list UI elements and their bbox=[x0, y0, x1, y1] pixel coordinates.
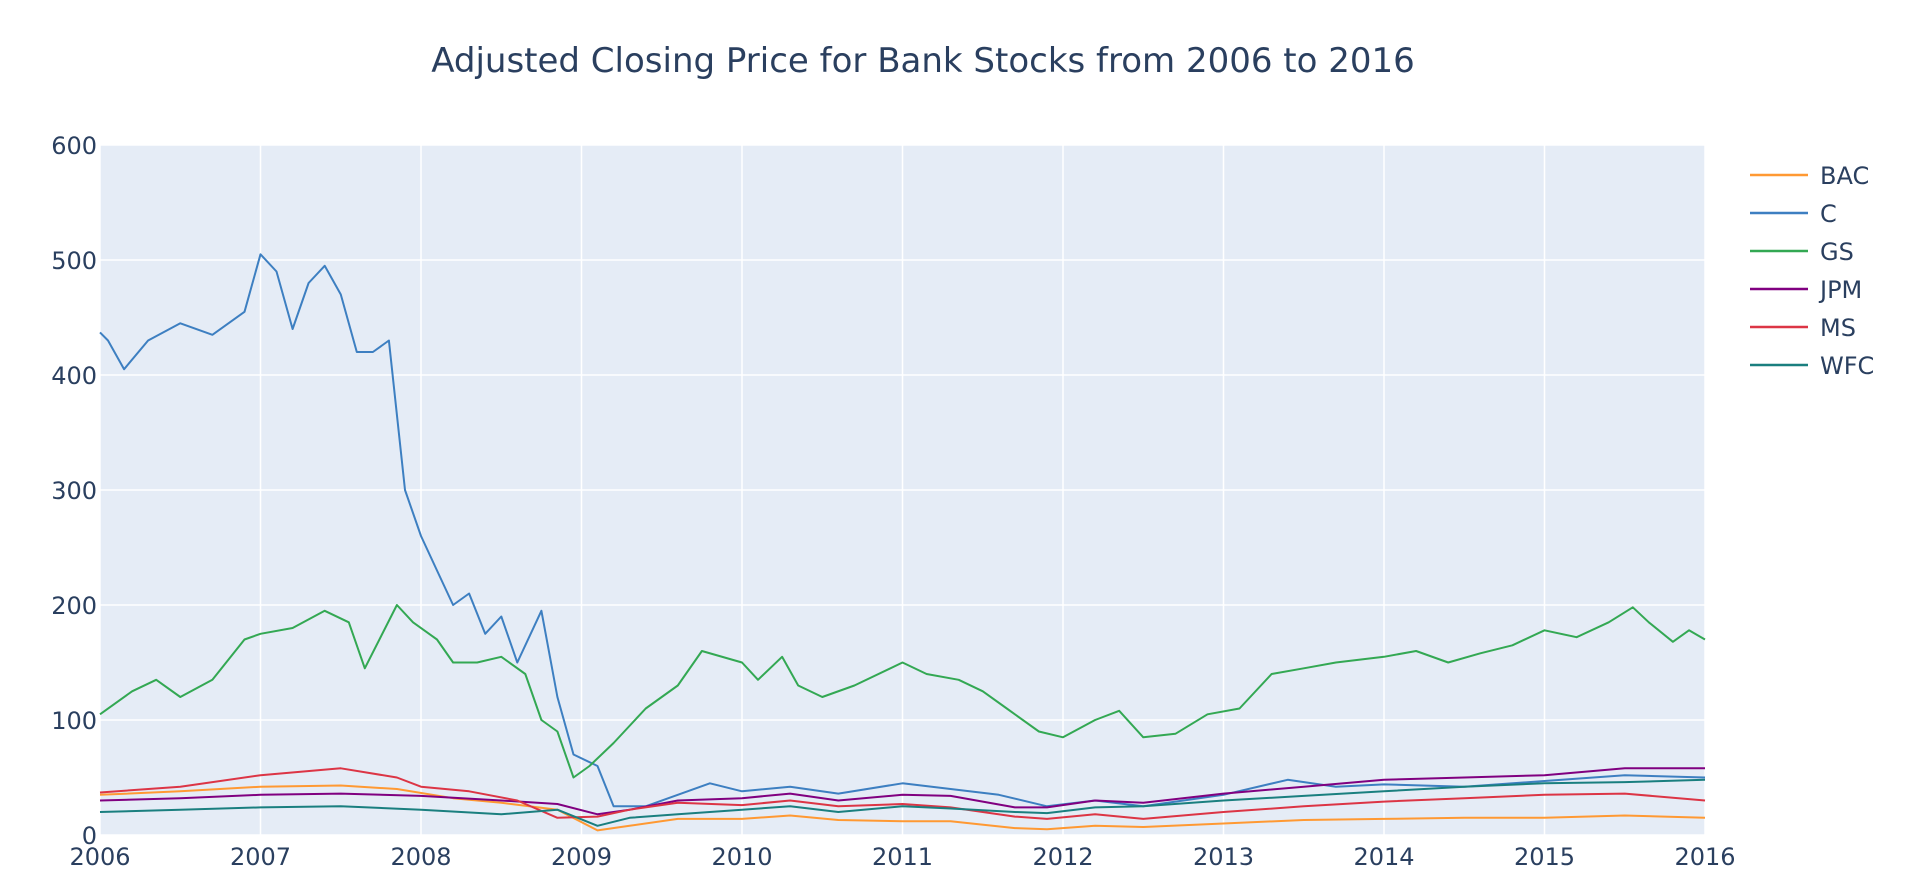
y-tick-label: 600 bbox=[51, 132, 97, 160]
series-line-ms[interactable] bbox=[99, 767, 1706, 820]
legend-item-jpm[interactable]: JPM bbox=[1750, 276, 1862, 304]
chart-title: Adjusted Closing Price for Bank Stocks f… bbox=[431, 41, 1415, 81]
legend-item-ms[interactable]: MS bbox=[1750, 314, 1856, 342]
legend-label: JPM bbox=[1818, 276, 1862, 304]
x-tick-label: 2016 bbox=[1674, 843, 1735, 871]
y-tick-label: 400 bbox=[51, 362, 97, 390]
x-tick-label: 2008 bbox=[390, 843, 451, 871]
y-axis-ticks: 0 100 200 300 400 500 600 bbox=[51, 132, 97, 850]
y-tick-label: 500 bbox=[51, 247, 97, 275]
y-tick-label: 300 bbox=[51, 477, 97, 505]
y-tick-label: 200 bbox=[51, 592, 97, 620]
y-tick-label: 100 bbox=[51, 707, 97, 735]
x-tick-label: 2011 bbox=[872, 843, 933, 871]
series-line-jpm[interactable] bbox=[99, 767, 1705, 816]
legend-item-wfc[interactable]: WFC bbox=[1750, 352, 1874, 380]
x-tick-label: 2006 bbox=[69, 843, 130, 871]
legend-item-gs[interactable]: GS bbox=[1750, 238, 1854, 266]
x-tick-label: 2009 bbox=[551, 843, 612, 871]
x-tick-label: 2013 bbox=[1193, 843, 1254, 871]
x-tick-label: 2015 bbox=[1514, 843, 1575, 871]
x-tick-label: 2014 bbox=[1353, 843, 1414, 871]
x-tick-label: 2012 bbox=[1032, 843, 1093, 871]
legend-label: MS bbox=[1820, 314, 1856, 342]
legend-label: WFC bbox=[1820, 352, 1874, 380]
series-line-gs[interactable] bbox=[99, 604, 1706, 779]
x-axis-ticks: 2006 2007 2008 2009 2010 2011 2012 2013 2014 2015… bbox=[69, 843, 1735, 871]
grid-lines bbox=[99, 144, 1706, 836]
legend-item-bac[interactable]: BAC bbox=[1750, 162, 1869, 190]
series-lines bbox=[99, 253, 1706, 832]
legend-label: BAC bbox=[1820, 162, 1869, 190]
legend-label: C bbox=[1820, 200, 1837, 228]
legend-label: GS bbox=[1820, 238, 1854, 266]
series-line-wfc[interactable] bbox=[99, 778, 1706, 827]
legend[interactable]: BAC C GS JPM MS WFC bbox=[1750, 162, 1874, 380]
legend-item-c[interactable]: C bbox=[1750, 200, 1837, 228]
series-line-bac[interactable] bbox=[99, 784, 1706, 832]
y-tick-label: 0 bbox=[82, 822, 97, 850]
x-tick-label: 2010 bbox=[711, 843, 772, 871]
x-tick-label: 2007 bbox=[230, 843, 291, 871]
